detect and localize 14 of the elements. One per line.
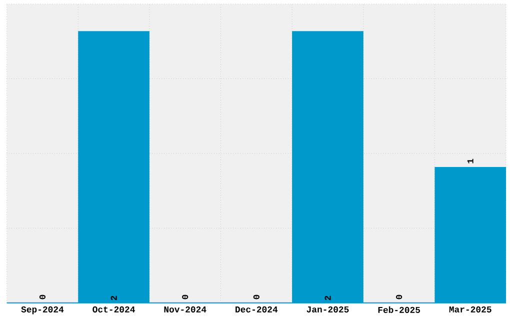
x-tick-label: Jan-2025 (306, 306, 349, 313)
x-tick-label: Dec-2024 (236, 306, 278, 313)
data-label: 0 (396, 294, 402, 300)
x-tick-label: Mar-2025 (449, 306, 492, 313)
data-label: 0 (182, 294, 188, 300)
data-label: 0 (39, 294, 46, 300)
data-label: 0 (253, 294, 260, 300)
x-tick-label: Feb-2025 (378, 306, 420, 314)
x-tick-label: Sep-2024 (21, 306, 64, 314)
data-label: 1 (467, 158, 474, 164)
data-label: 2 (324, 296, 331, 300)
x-tick-label: Nov-2024 (164, 306, 206, 313)
x-tick-label: Oct-2024 (92, 306, 135, 313)
data-label: 2 (110, 296, 117, 300)
